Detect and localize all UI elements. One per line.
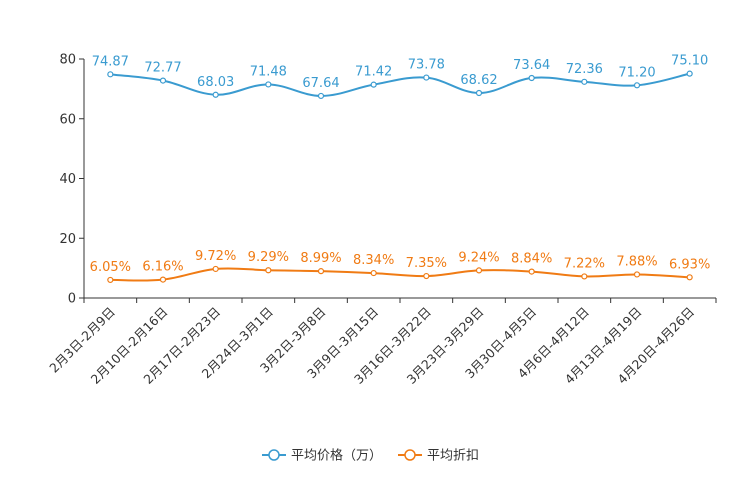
price-point[interactable]: [475, 89, 483, 97]
legend-marker-icon: [404, 449, 416, 461]
discount-data-label: 7.88%: [616, 254, 657, 269]
price-point[interactable]: [107, 71, 114, 78]
discount-point[interactable]: [212, 265, 219, 273]
series-line-avg-discount: [110, 267, 690, 282]
price-point[interactable]: [370, 81, 377, 88]
legend[interactable]: 平均价格（万） 平均折扣: [262, 448, 479, 464]
discount-data-label: 6.16%: [142, 260, 183, 275]
discount-data-label: 7.35%: [406, 256, 447, 271]
price-point[interactable]: [633, 82, 641, 89]
discount-point[interactable]: [475, 267, 483, 274]
price-data-label: 73.78: [408, 58, 445, 73]
discount-data-label: 7.22%: [564, 256, 605, 271]
legend-label: 平均价格（万）: [291, 448, 382, 464]
price-point[interactable]: [423, 74, 430, 81]
price-data-label: 67.64: [302, 76, 339, 91]
discount-point[interactable]: [528, 268, 535, 275]
discount-data-label: 6.05%: [90, 260, 131, 275]
price-point[interactable]: [686, 70, 693, 77]
discount-point[interactable]: [370, 269, 377, 277]
price-data-label: 75.10: [671, 54, 708, 69]
discount-data-label: 8.84%: [511, 252, 552, 267]
price-point[interactable]: [528, 74, 535, 82]
y-tick-label: 40: [59, 172, 76, 187]
price-point[interactable]: [159, 77, 167, 84]
price-point[interactable]: [581, 78, 588, 85]
y-tick-label: 20: [59, 232, 76, 247]
price-data-label: 72.77: [144, 61, 181, 76]
price-data-label: 72.36: [566, 62, 603, 77]
price-data-label: 73.64: [513, 58, 550, 73]
price-data-label: 71.20: [618, 65, 655, 80]
price-data-label: 74.87: [92, 54, 129, 69]
series-layer: [107, 70, 693, 284]
price-data-label: 71.42: [355, 65, 392, 80]
discount-point[interactable]: [423, 272, 430, 280]
discount-data-label: 9.24%: [458, 250, 499, 265]
legend-label: 平均折扣: [427, 449, 479, 464]
discount-data-label: 9.29%: [248, 250, 289, 265]
legend-item-avg-discount[interactable]: 平均折扣: [398, 449, 479, 464]
discount-point[interactable]: [107, 276, 114, 284]
price-data-label: 68.03: [197, 75, 234, 90]
price-data-label: 68.62: [460, 73, 497, 88]
discount-point[interactable]: [581, 273, 588, 280]
price-point[interactable]: [265, 81, 272, 88]
discount-point[interactable]: [265, 267, 272, 274]
y-tick-label: 60: [59, 112, 76, 127]
y-tick-label: 80: [59, 53, 76, 68]
legend-marker-icon: [268, 449, 280, 461]
discount-data-label: 8.99%: [300, 251, 341, 266]
data-labels: 74.87 72.77 68.03 71.48 67.64 71.42 73.78 68.62…: [90, 54, 711, 275]
price-point[interactable]: [317, 92, 325, 100]
price-data-label: 71.48: [250, 64, 287, 79]
axes: 0204060802月3日-2月9日2月10日-2月16日2月17日-2月23日…: [46, 53, 717, 387]
discount-data-label: 8.34%: [353, 253, 394, 268]
y-tick-label: 0: [68, 292, 76, 307]
series-line-avg-price: [110, 72, 690, 97]
discount-point[interactable]: [633, 271, 641, 278]
legend-item-avg-price[interactable]: 平均价格（万）: [262, 448, 382, 464]
discount-point[interactable]: [159, 276, 167, 283]
price-point[interactable]: [212, 91, 219, 98]
discount-data-label: 6.93%: [669, 257, 710, 272]
discount-data-label: 9.72%: [195, 249, 236, 264]
discount-point[interactable]: [686, 274, 693, 281]
discount-point[interactable]: [317, 268, 325, 275]
